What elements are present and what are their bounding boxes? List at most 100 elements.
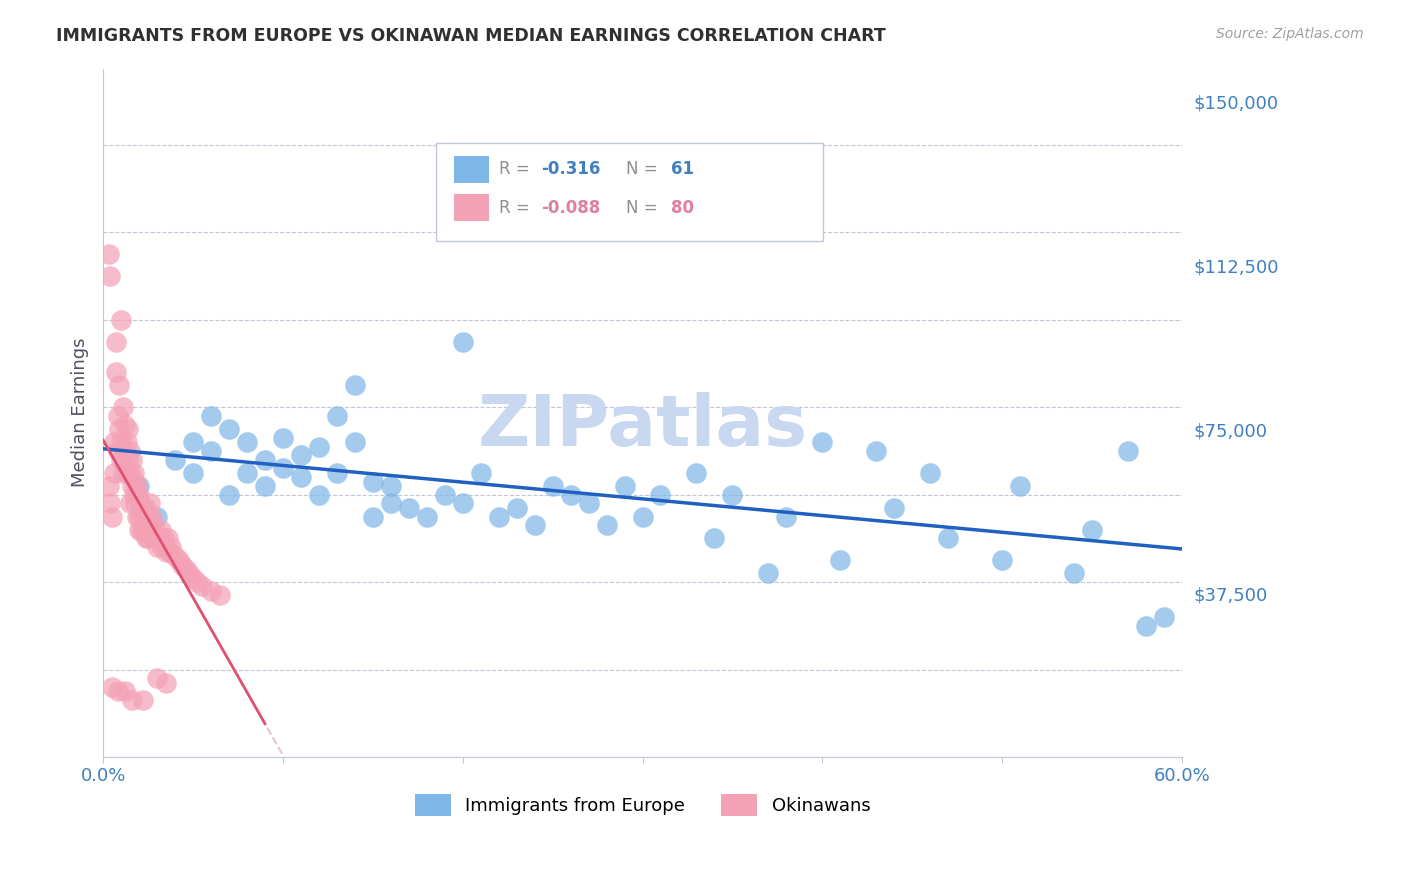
Point xyxy=(343,378,366,392)
Point xyxy=(120,466,142,480)
Point xyxy=(115,435,138,450)
Point xyxy=(139,518,162,533)
Point xyxy=(991,553,1014,567)
Point xyxy=(361,509,384,524)
Point xyxy=(152,540,174,554)
Point xyxy=(181,466,204,480)
Text: N =: N = xyxy=(626,199,662,217)
Point xyxy=(120,444,142,458)
Point xyxy=(141,509,163,524)
Point xyxy=(186,575,208,590)
Point xyxy=(134,523,156,537)
Point xyxy=(127,479,149,493)
Point xyxy=(117,422,139,436)
Point xyxy=(920,466,942,480)
Point xyxy=(326,409,349,423)
Point xyxy=(380,479,402,493)
Point xyxy=(1010,479,1032,493)
Point xyxy=(470,466,492,480)
Text: R =: R = xyxy=(499,199,536,217)
Point xyxy=(146,671,169,685)
Point xyxy=(120,496,142,510)
Point xyxy=(191,579,214,593)
Point xyxy=(146,509,169,524)
Point xyxy=(326,466,349,480)
Text: Source: ZipAtlas.com: Source: ZipAtlas.com xyxy=(1216,27,1364,41)
Point xyxy=(865,444,887,458)
Point xyxy=(97,479,120,493)
Point xyxy=(208,588,231,602)
Point xyxy=(104,334,127,349)
Point xyxy=(131,693,153,707)
Point xyxy=(156,532,179,546)
Point xyxy=(505,500,527,515)
Point xyxy=(179,566,201,581)
Point xyxy=(146,540,169,554)
Point xyxy=(131,509,153,524)
Point xyxy=(121,693,143,707)
Point xyxy=(135,532,157,546)
Point xyxy=(253,479,276,493)
Point xyxy=(101,509,124,524)
Point xyxy=(308,440,330,454)
Point xyxy=(129,496,152,510)
Point xyxy=(110,452,132,467)
Point xyxy=(159,544,181,558)
Point xyxy=(110,435,132,450)
Point xyxy=(650,488,672,502)
Point xyxy=(200,409,222,423)
Point xyxy=(236,466,259,480)
Point xyxy=(107,409,129,423)
Point xyxy=(98,496,121,510)
Text: -0.088: -0.088 xyxy=(541,199,600,217)
Point xyxy=(128,479,150,493)
Point xyxy=(121,479,143,493)
Point xyxy=(830,553,852,567)
Point xyxy=(111,401,134,415)
Point xyxy=(290,448,312,462)
Point xyxy=(153,532,176,546)
Point xyxy=(416,509,439,524)
Point xyxy=(165,452,187,467)
Point xyxy=(218,422,240,436)
Text: 80: 80 xyxy=(671,199,693,217)
Point xyxy=(523,518,546,533)
Point xyxy=(127,509,149,524)
Point xyxy=(124,496,146,510)
Point xyxy=(160,540,183,554)
Point xyxy=(136,523,159,537)
Point xyxy=(1116,444,1139,458)
Point xyxy=(1153,610,1175,624)
Point xyxy=(104,365,127,379)
Point xyxy=(290,470,312,484)
Text: N =: N = xyxy=(626,161,662,178)
Point xyxy=(308,488,330,502)
Point xyxy=(200,444,222,458)
Point xyxy=(936,532,959,546)
Legend: Immigrants from Europe, Okinawans: Immigrants from Europe, Okinawans xyxy=(408,787,877,823)
Text: IMMIGRANTS FROM EUROPE VS OKINAWAN MEDIAN EARNINGS CORRELATION CHART: IMMIGRANTS FROM EUROPE VS OKINAWAN MEDIA… xyxy=(56,27,886,45)
Text: 61: 61 xyxy=(671,161,693,178)
Point xyxy=(108,378,131,392)
Point xyxy=(103,435,125,450)
Point xyxy=(167,553,190,567)
Point xyxy=(110,313,132,327)
Point xyxy=(451,496,474,510)
Point xyxy=(433,488,456,502)
Point xyxy=(97,247,120,261)
Point xyxy=(117,452,139,467)
Point xyxy=(721,488,744,502)
Point xyxy=(103,466,125,480)
Point xyxy=(631,509,654,524)
Point xyxy=(343,435,366,450)
Point xyxy=(560,488,582,502)
Text: R =: R = xyxy=(499,161,536,178)
Point xyxy=(139,496,162,510)
Point xyxy=(181,571,204,585)
Point xyxy=(1081,523,1104,537)
Point xyxy=(128,488,150,502)
Point xyxy=(114,444,136,458)
Point xyxy=(122,488,145,502)
Point xyxy=(155,544,177,558)
Point xyxy=(124,475,146,489)
